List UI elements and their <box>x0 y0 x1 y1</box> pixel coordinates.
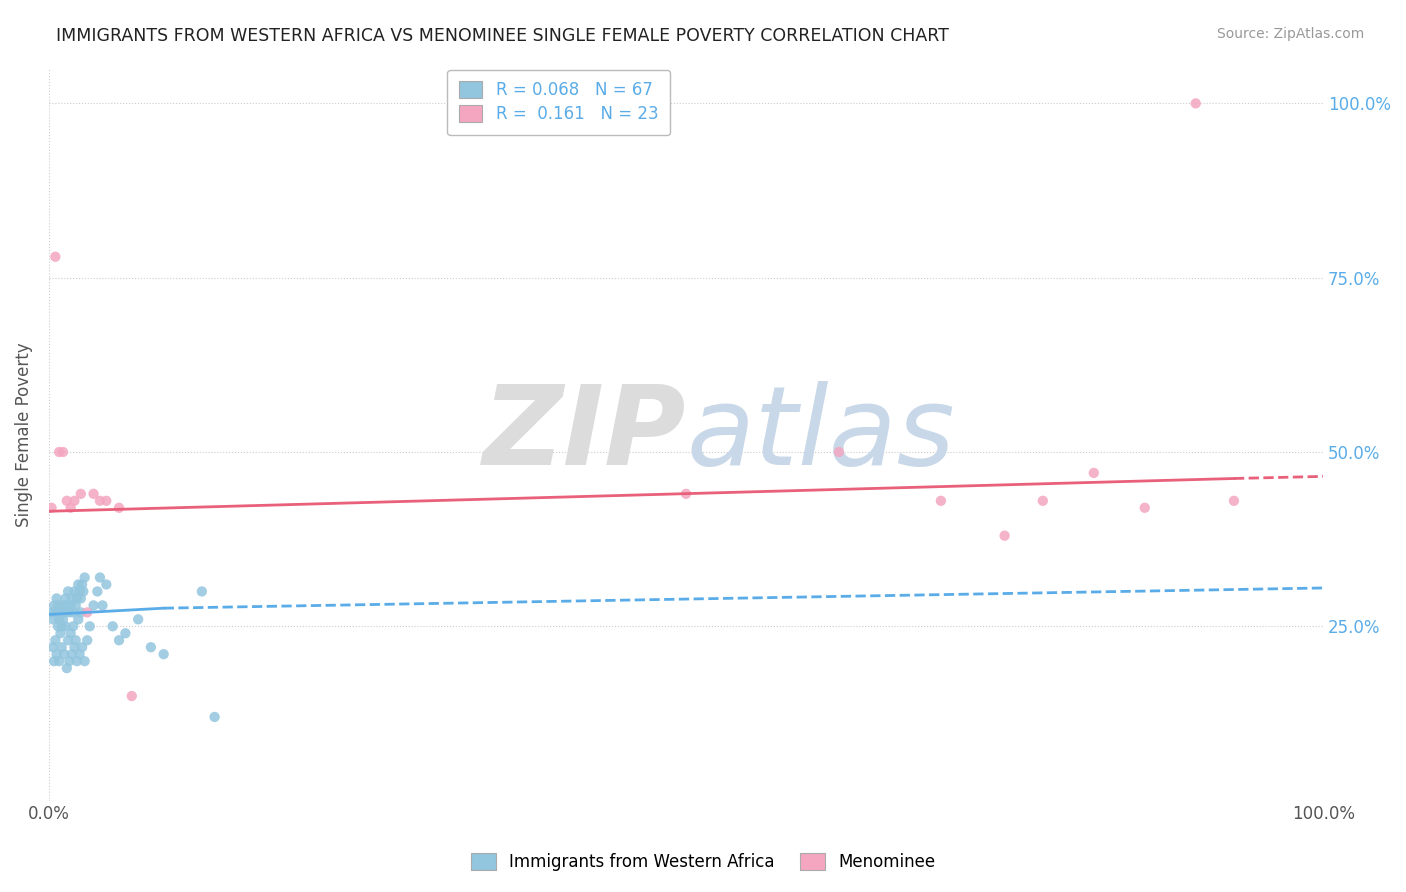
Point <box>89 493 111 508</box>
Point <box>152 647 174 661</box>
Point <box>52 599 75 613</box>
Point <box>929 493 952 508</box>
Point <box>56 599 79 613</box>
Point <box>62 619 84 633</box>
Point <box>48 654 70 668</box>
Point <box>56 633 79 648</box>
Point <box>204 710 226 724</box>
Point <box>69 606 91 620</box>
Point <box>83 599 105 613</box>
Point <box>828 445 851 459</box>
Point <box>675 487 697 501</box>
Point <box>59 599 82 613</box>
Point <box>67 577 90 591</box>
Point <box>67 612 90 626</box>
Point <box>69 591 91 606</box>
Point <box>56 661 79 675</box>
Point <box>56 493 79 508</box>
Point <box>55 591 77 606</box>
Point <box>127 612 149 626</box>
Point <box>76 633 98 648</box>
Point <box>65 633 87 648</box>
Point <box>1083 466 1105 480</box>
Point <box>70 640 93 655</box>
Point <box>101 619 124 633</box>
Point <box>53 606 76 620</box>
Point <box>191 584 214 599</box>
Point <box>86 584 108 599</box>
Point <box>49 626 72 640</box>
Point <box>46 599 69 613</box>
Point <box>48 445 70 459</box>
Point <box>58 654 80 668</box>
Point <box>51 619 73 633</box>
Point <box>63 584 86 599</box>
Point <box>1133 500 1156 515</box>
Point <box>108 500 131 515</box>
Point <box>58 606 80 620</box>
Point <box>45 647 67 661</box>
Point <box>69 584 91 599</box>
Point <box>65 599 87 613</box>
Point <box>66 591 89 606</box>
Point <box>42 640 65 655</box>
Point <box>56 584 79 599</box>
Point <box>41 606 63 620</box>
Point <box>73 654 96 668</box>
Y-axis label: Single Female Poverty: Single Female Poverty <box>15 343 32 527</box>
Legend: Immigrants from Western Africa, Menominee: Immigrants from Western Africa, Menomine… <box>463 845 943 880</box>
Point <box>96 493 118 508</box>
Text: Source: ZipAtlas.com: Source: ZipAtlas.com <box>1216 27 1364 41</box>
Point <box>1184 96 1206 111</box>
Point <box>42 612 65 626</box>
Point <box>114 626 136 640</box>
Point <box>48 612 70 626</box>
Text: IMMIGRANTS FROM WESTERN AFRICA VS MENOMINEE SINGLE FEMALE POVERTY CORRELATION CH: IMMIGRANTS FROM WESTERN AFRICA VS MENOMI… <box>56 27 949 45</box>
Point <box>52 445 75 459</box>
Point <box>70 577 93 591</box>
Point <box>62 606 84 620</box>
Point <box>59 500 82 515</box>
Point <box>44 250 66 264</box>
Point <box>59 626 82 640</box>
Point <box>49 606 72 620</box>
Point <box>44 633 66 648</box>
Point <box>63 493 86 508</box>
Point <box>66 654 89 668</box>
Point <box>72 584 94 599</box>
Point <box>42 599 65 613</box>
Point <box>42 654 65 668</box>
Point <box>51 640 73 655</box>
Point <box>63 640 86 655</box>
Point <box>44 606 66 620</box>
Point <box>73 570 96 584</box>
Point <box>41 500 63 515</box>
Point <box>69 487 91 501</box>
Point <box>994 529 1017 543</box>
Point <box>91 599 114 613</box>
Point <box>45 591 67 606</box>
Point <box>60 647 83 661</box>
Text: atlas: atlas <box>686 381 955 488</box>
Point <box>79 619 101 633</box>
Point <box>76 606 98 620</box>
Point <box>139 640 162 655</box>
Point <box>108 633 131 648</box>
Point <box>55 619 77 633</box>
Point <box>89 570 111 584</box>
Point <box>1032 493 1054 508</box>
Point <box>53 647 76 661</box>
Point <box>1223 493 1246 508</box>
Point <box>46 619 69 633</box>
Point <box>52 612 75 626</box>
Point <box>60 591 83 606</box>
Point <box>121 689 143 703</box>
Legend: R = 0.068   N = 67, R =  0.161   N = 23: R = 0.068 N = 67, R = 0.161 N = 23 <box>447 70 669 135</box>
Point <box>96 577 118 591</box>
Text: ZIP: ZIP <box>482 381 686 488</box>
Point <box>83 487 105 501</box>
Point <box>69 647 91 661</box>
